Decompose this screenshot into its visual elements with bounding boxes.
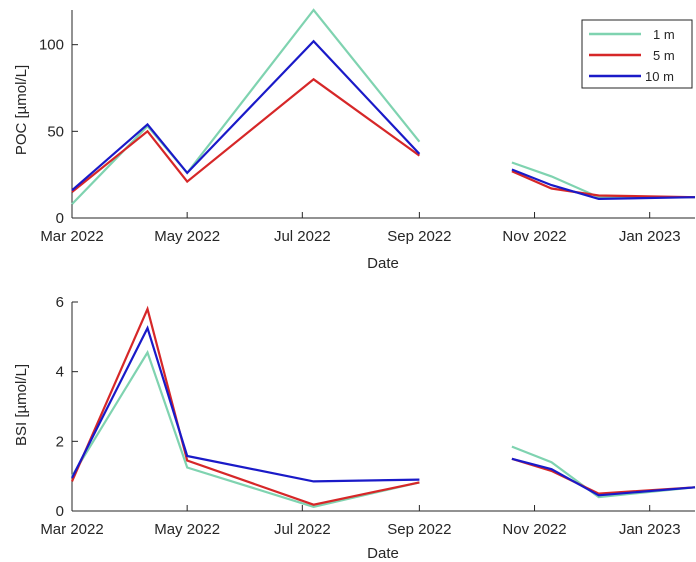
bsi-series-5m-segment-0 xyxy=(70,305,420,506)
bsi-series-1m-segment-0 xyxy=(71,349,420,508)
bsi-x-tick-label: Sep 2022 xyxy=(387,521,451,538)
poc-series-5m-segment-0 xyxy=(71,77,421,193)
poc-xlabel: Date xyxy=(367,255,399,272)
bsi-y-tick-label: 2 xyxy=(56,433,64,450)
poc-series-10m-segment-0 xyxy=(71,39,421,192)
bsi-y-tick-label: 4 xyxy=(56,364,64,381)
bsi-series-10m-segment-0 xyxy=(71,325,420,483)
poc-y-tick-label: 100 xyxy=(39,37,64,54)
bsi-panel: BSI [µmol/L] Date 0 2 4 6 Mar 2022 May 2022 Ju… xyxy=(13,294,696,562)
bsi-x-tick-label: Jul 2022 xyxy=(274,521,331,538)
poc-legend-label-5m: 5 m xyxy=(653,48,675,63)
poc-legend: 1 m 5 m 10 m xyxy=(581,19,693,89)
poc-x-tick-label: Nov 2022 xyxy=(502,228,566,245)
bsi-y-tick-label: 0 xyxy=(56,503,64,520)
poc-series-1m-segment-0 xyxy=(71,8,421,205)
bsi-x-tick-label: May 2022 xyxy=(154,521,220,538)
bsi-ylabel: BSI [µmol/L] xyxy=(13,364,30,446)
poc-y-tick-label: 50 xyxy=(47,123,64,140)
poc-panel: POC [µmol/L] Date 0 50 100 Mar 2022 May 2022… xyxy=(13,8,696,272)
poc-x-tick-label: Sep 2022 xyxy=(387,228,451,245)
poc-x-tick-label: Jul 2022 xyxy=(274,228,331,245)
poc-legend-label-1m: 1 m xyxy=(653,27,675,42)
poc-series-5m-segment-1 xyxy=(511,170,696,199)
bsi-series-5m-segment-1 xyxy=(511,457,696,495)
poc-ylabel: POC [µmol/L] xyxy=(13,65,30,155)
poc-legend-label-10m: 10 m xyxy=(645,69,674,84)
bsi-xlabel: Date xyxy=(367,545,399,562)
bsi-series-10m-segment-1 xyxy=(511,457,696,497)
poc-x-tick-label: Mar 2022 xyxy=(40,228,103,245)
poc-x-tick-label: May 2022 xyxy=(154,228,220,245)
poc-series-10m-segment-1 xyxy=(511,168,696,201)
bsi-y-tick-label: 6 xyxy=(56,294,64,311)
poc-x-tick-label: Jan 2023 xyxy=(619,228,681,245)
bsi-x-tick-label: Mar 2022 xyxy=(40,521,103,538)
bsi-x-tick-label: Nov 2022 xyxy=(502,521,566,538)
poc-y-tick-label: 0 xyxy=(56,210,64,227)
bsi-x-tick-label: Jan 2023 xyxy=(619,521,681,538)
